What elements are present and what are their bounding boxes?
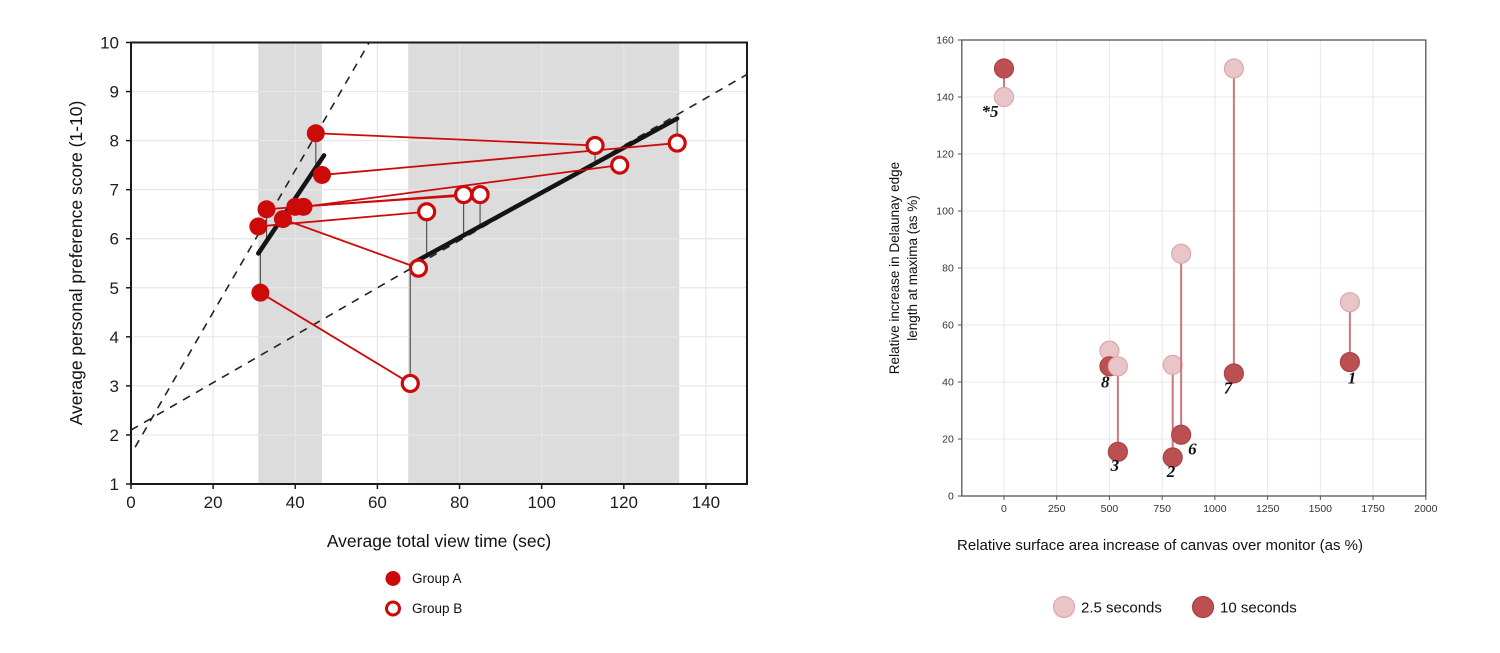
y-tick-label: 9: [110, 83, 119, 102]
x-tick-label: 1750: [1361, 503, 1385, 515]
point-10-seconds: [1107, 441, 1128, 462]
y-tick-label: 0: [948, 491, 954, 503]
group-b-point: [667, 133, 687, 153]
y-tick-label: 20: [942, 434, 954, 446]
x-tick-label: 500: [1101, 503, 1119, 515]
y-tick-label: 6: [110, 230, 119, 249]
x-tick-label: 40: [286, 493, 305, 512]
y-tick-label: 8: [110, 132, 119, 151]
group-b-point: [610, 155, 630, 175]
y-tick-label: 80: [942, 263, 954, 275]
pair-number-label: 6: [1188, 440, 1197, 459]
x-tick-label: 140: [692, 493, 720, 512]
pair-connector: [315, 132, 596, 147]
right-y-axis-title-line1: Relative increase in Delaunay edge: [887, 162, 902, 374]
right-y-axis-title-line2: length at maxima (as %): [905, 195, 920, 341]
left-y-axis-title: Average personal preference score (1-10): [66, 101, 86, 426]
group-b-legend-marker: [385, 600, 401, 617]
group-a-legend-marker: [385, 571, 401, 586]
y-tick-label: 5: [110, 279, 119, 298]
shaded-band: [258, 42, 322, 484]
group-b-legend-label: Group B: [412, 601, 462, 616]
group-a-point: [257, 200, 276, 219]
x-tick-label: 250: [1048, 503, 1066, 515]
group-a-point: [251, 283, 270, 302]
x-tick-label: 750: [1153, 503, 1171, 515]
y-tick-label: 40: [942, 377, 954, 389]
x-tick-label: 1250: [1256, 503, 1280, 515]
group-a-point: [312, 165, 331, 184]
legend-2-5-seconds-marker: [1052, 595, 1076, 619]
x-tick-label: 0: [126, 493, 135, 512]
x-tick-label: 2000: [1414, 503, 1438, 515]
point-10-seconds: [1162, 447, 1183, 468]
pair-connector: [259, 291, 411, 385]
y-tick-label: 60: [942, 320, 954, 332]
y-tick-label: 1: [110, 475, 119, 494]
group-a-point: [273, 210, 292, 229]
pair-connector: [321, 142, 678, 176]
dashed-reference-line: [134, 42, 370, 448]
right-chart-legend: 2.5 seconds 10 seconds: [1052, 595, 1297, 619]
pair-number-label: 7: [1224, 378, 1234, 397]
right-x-axis-title: Relative surface area increase of canvas…: [957, 537, 1363, 554]
x-tick-label: 100: [527, 493, 555, 512]
y-tick-label: 4: [110, 328, 119, 347]
y-tick-label: 3: [110, 377, 119, 396]
point-2-5-seconds: [1162, 354, 1183, 375]
pair-number-label: 1: [1348, 368, 1357, 387]
left-chart-plot-area: 0 20 40 60 80 100 120 140 1 2 3 4 5 6 7 8 9 10: [100, 34, 748, 512]
x-tick-label: 1000: [1203, 503, 1227, 515]
point-10-seconds: [1171, 424, 1192, 445]
y-tick-label: 160: [936, 35, 954, 47]
pair-number-label: *5: [982, 102, 1000, 121]
group-a-legend-label: Group A: [412, 571, 462, 586]
plot-border: [130, 41, 748, 485]
trend-segment: [412, 116, 680, 265]
point-10-seconds: [1339, 351, 1360, 373]
pair-connector: [282, 218, 419, 270]
x-tick-label: 1500: [1309, 503, 1333, 515]
group-b-point: [400, 373, 420, 394]
point-2-5-seconds: [1339, 292, 1360, 313]
y-tick-label: 120: [936, 149, 954, 161]
group-b-point: [585, 135, 605, 156]
group-b-point: [454, 184, 474, 205]
point-2-5-seconds: [993, 86, 1015, 108]
shaded-band: [408, 42, 680, 484]
pair-number-label: 2: [1166, 462, 1176, 481]
y-tick-label: 100: [936, 206, 954, 218]
pair-number-label: 3: [1110, 456, 1120, 475]
y-tick-label: 7: [110, 181, 119, 200]
x-tick-label: 0: [1001, 503, 1007, 515]
x-tick-label: 20: [204, 493, 223, 512]
y-tick-label: 10: [100, 34, 119, 53]
pair-number-label: 8: [1101, 373, 1110, 392]
legend-2-5-seconds-label: 2.5 seconds: [1081, 600, 1162, 617]
dashed-reference-line: [130, 73, 748, 431]
point-2-5-seconds: [1223, 58, 1244, 79]
point-10-seconds: [993, 58, 1015, 79]
x-tick-label: 60: [368, 493, 387, 512]
group-a-point: [286, 197, 305, 216]
y-tick-label: 2: [110, 426, 119, 445]
x-tick-label: 80: [450, 493, 469, 512]
group-a-point: [306, 124, 325, 143]
right-chart-plot-area: *5 8 3 26 7 1 0 250 500 750 1000 1250 1500 1750 2000 0 2…: [936, 35, 1437, 516]
group-b-point: [417, 202, 437, 222]
x-tick-label: 120: [610, 493, 638, 512]
group-b-point: [470, 184, 490, 205]
group-a-point: [249, 217, 268, 236]
legend-10-seconds-marker: [1191, 595, 1215, 619]
left-x-axis-title: Average total view time (sec): [327, 531, 551, 551]
point-2-5-seconds: [1107, 356, 1128, 377]
legend-10-seconds-label: 10 seconds: [1220, 600, 1297, 617]
left-chart-legend: Group A Group B: [385, 571, 462, 617]
group-b-point: [408, 258, 429, 278]
point-2-5-seconds: [1171, 243, 1192, 264]
y-tick-label: 140: [936, 92, 954, 104]
point-10-seconds: [1223, 363, 1244, 384]
